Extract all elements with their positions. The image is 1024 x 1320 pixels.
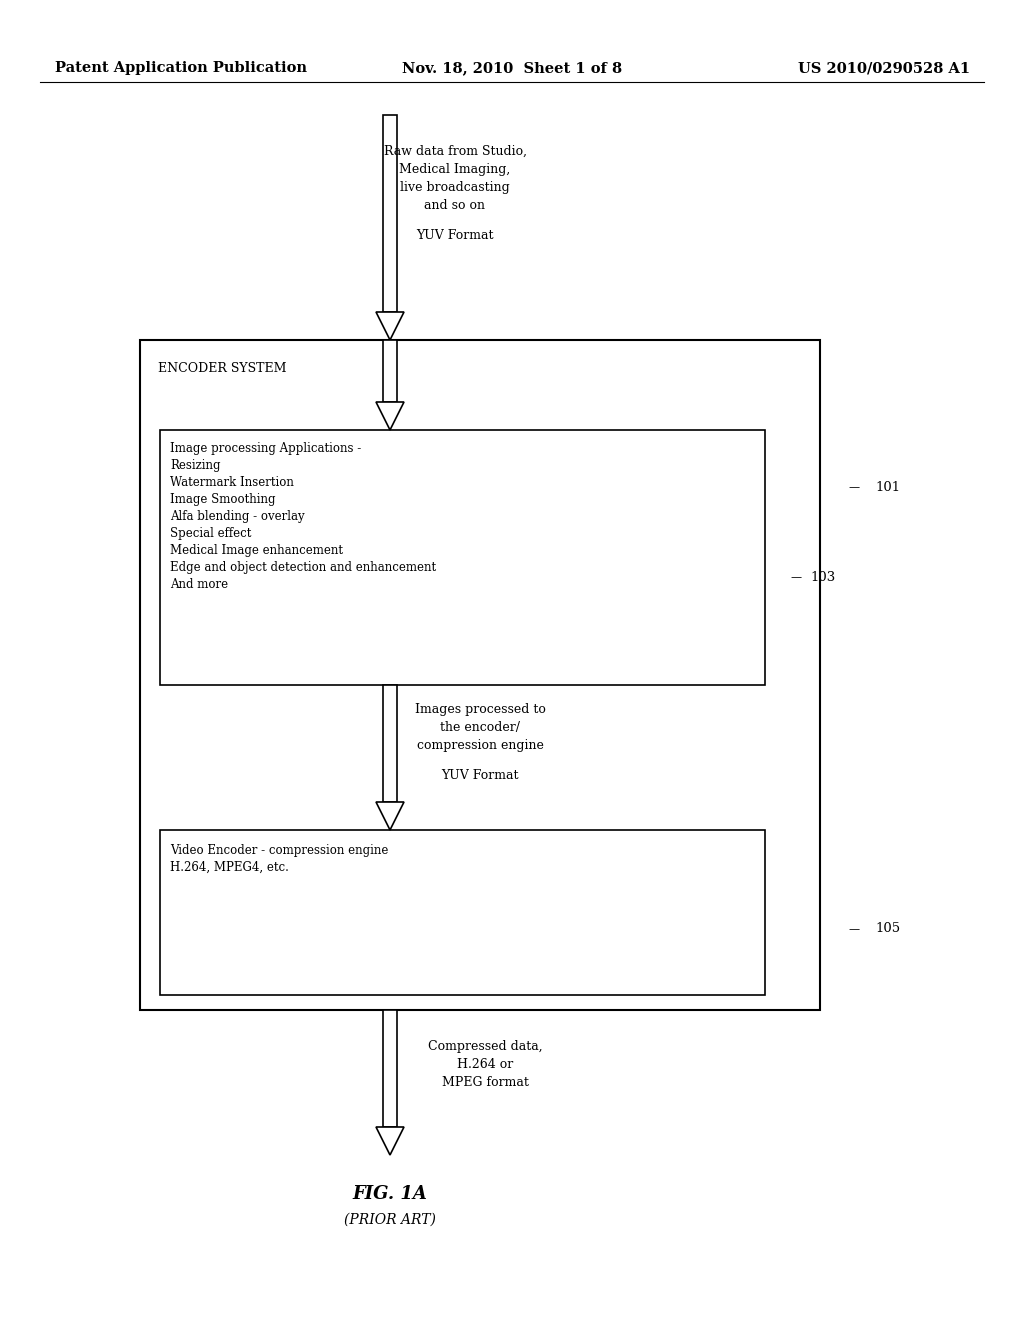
- Text: the encoder/: the encoder/: [440, 721, 520, 734]
- Text: Medical Image enhancement: Medical Image enhancement: [170, 544, 343, 557]
- Text: live broadcasting: live broadcasting: [400, 181, 510, 194]
- Bar: [160, 430, 765, 685]
- Bar: [160, 830, 765, 995]
- Text: Patent Application Publication: Patent Application Publication: [55, 61, 307, 75]
- Text: and so on: and so on: [425, 199, 485, 213]
- Text: Special effect: Special effect: [170, 527, 251, 540]
- Text: 101: 101: [874, 480, 900, 494]
- Text: 103: 103: [810, 572, 836, 583]
- Polygon shape: [376, 403, 404, 430]
- Text: And more: And more: [170, 578, 228, 591]
- Text: Alfa blending - overlay: Alfa blending - overlay: [170, 510, 304, 523]
- Text: Watermark Insertion: Watermark Insertion: [170, 477, 294, 488]
- Text: H.264, MPEG4, etc.: H.264, MPEG4, etc.: [170, 861, 289, 874]
- Text: FIG. 1A: FIG. 1A: [352, 1185, 427, 1203]
- Text: Medical Imaging,: Medical Imaging,: [399, 162, 511, 176]
- Text: Raw data from Studio,: Raw data from Studio,: [384, 145, 526, 158]
- Polygon shape: [383, 115, 397, 312]
- Text: 105: 105: [874, 923, 900, 936]
- Text: —: —: [848, 924, 859, 935]
- Text: compression engine: compression engine: [417, 739, 544, 752]
- Text: US 2010/0290528 A1: US 2010/0290528 A1: [798, 61, 970, 75]
- Text: Resizing: Resizing: [170, 459, 220, 473]
- Text: Image processing Applications -: Image processing Applications -: [170, 442, 361, 455]
- Text: Video Encoder - compression engine: Video Encoder - compression engine: [170, 843, 388, 857]
- Bar: [140, 341, 820, 1010]
- Text: YUV Format: YUV Format: [441, 770, 519, 781]
- Text: Image Smoothing: Image Smoothing: [170, 492, 275, 506]
- Text: MPEG format: MPEG format: [441, 1076, 528, 1089]
- Polygon shape: [376, 312, 404, 341]
- Polygon shape: [376, 803, 404, 830]
- Polygon shape: [383, 1010, 397, 1127]
- Text: Edge and object detection and enhancement: Edge and object detection and enhancemen…: [170, 561, 436, 574]
- Polygon shape: [383, 341, 397, 403]
- Text: —: —: [848, 482, 859, 492]
- Text: ENCODER SYSTEM: ENCODER SYSTEM: [158, 362, 287, 375]
- Text: Nov. 18, 2010  Sheet 1 of 8: Nov. 18, 2010 Sheet 1 of 8: [402, 61, 622, 75]
- Text: Images processed to: Images processed to: [415, 704, 546, 715]
- Text: H.264 or: H.264 or: [457, 1059, 513, 1071]
- Polygon shape: [376, 1127, 404, 1155]
- Text: YUV Format: YUV Format: [416, 228, 494, 242]
- Text: —: —: [790, 573, 801, 582]
- Text: (PRIOR ART): (PRIOR ART): [344, 1213, 436, 1228]
- Polygon shape: [383, 685, 397, 803]
- Text: Compressed data,: Compressed data,: [428, 1040, 543, 1053]
